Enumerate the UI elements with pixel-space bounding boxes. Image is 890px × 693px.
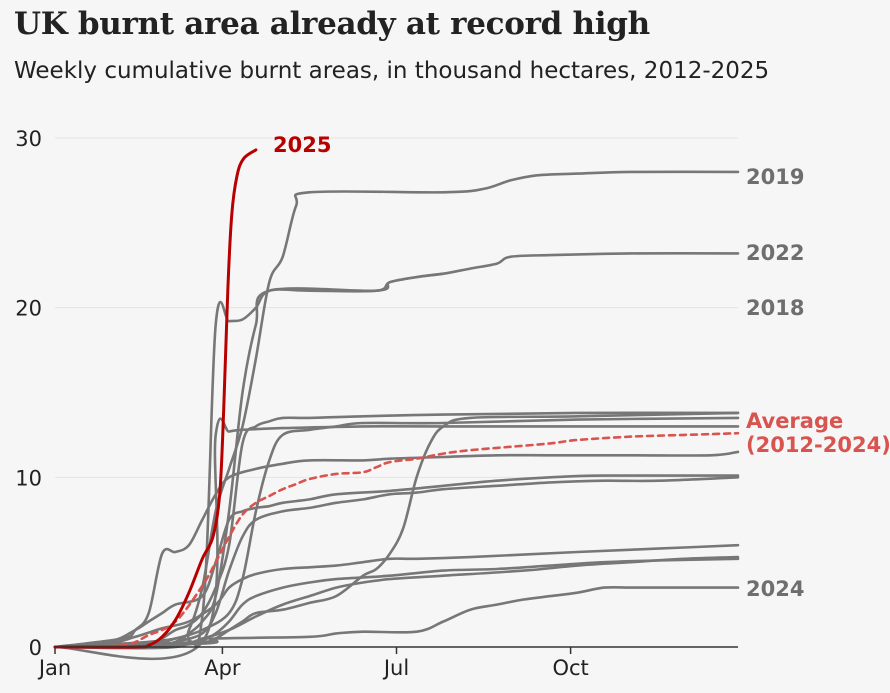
series-line-grey-c: [53, 474, 740, 649]
y-tick-label: 20: [15, 297, 42, 321]
series-line-grey-e: [53, 450, 740, 649]
chart-title: UK burnt area already at record high: [14, 6, 650, 42]
series-line-grey-h: [53, 411, 740, 649]
average-series-group: [53, 431, 740, 649]
series-line-2024: [53, 543, 740, 649]
y-tick-label: 30: [15, 127, 42, 151]
x-tick-label: Jan: [37, 656, 71, 680]
gridlines: [55, 137, 738, 478]
x-axis: Jan Apr Jul Oct: [37, 646, 738, 680]
series-line-average-2012-2024: [53, 431, 740, 649]
series-line-2022: [53, 251, 740, 649]
highlight-series-group: [53, 148, 258, 649]
y-tick-label: 0: [29, 636, 42, 660]
series-line-grey-a: [53, 411, 740, 649]
series-line-grey-d: [53, 476, 740, 649]
grey-series-group: [53, 170, 740, 661]
series-label-2018: 2018: [746, 296, 804, 320]
y-axis-ticks: 0 10 20 30: [15, 127, 42, 660]
series-line-grey-g: [53, 555, 740, 649]
x-tick-label: Jul: [382, 656, 409, 680]
series-label-2022: 2022: [746, 241, 804, 265]
series-label-2024: 2024: [746, 577, 804, 601]
series-line-grey-j: [53, 272, 445, 649]
y-tick-label: 10: [15, 466, 42, 490]
series-label-average: Average: [746, 409, 843, 433]
series-line-grey-i: [53, 417, 740, 661]
x-tick-label: Oct: [552, 656, 588, 680]
series-line-2018: [53, 585, 740, 649]
series-line-2025: [53, 148, 258, 649]
series-labels: 2025 2019 2022 2018 Average(2012-2024) 2024: [273, 133, 890, 601]
series-label-2019: 2019: [746, 165, 804, 189]
series-label-20122024: (2012-2024): [746, 433, 890, 457]
x-tick-label: Apr: [204, 656, 241, 680]
series-label-2025: 2025: [273, 133, 331, 157]
series-line-grey-b: [53, 416, 740, 649]
chart-subtitle: Weekly cumulative burnt areas, in thousa…: [14, 58, 770, 84]
